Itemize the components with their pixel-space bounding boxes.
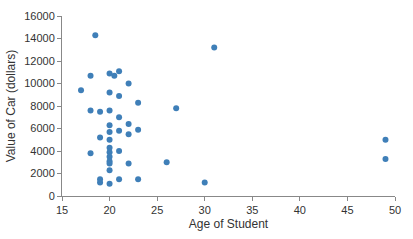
svg-text:40: 40	[294, 204, 306, 216]
svg-text:Age of Student: Age of Student	[189, 217, 269, 231]
svg-text:16000: 16000	[24, 10, 55, 22]
svg-text:6000: 6000	[30, 122, 54, 134]
svg-text:Value of Car (dollars): Value of Car (dollars)	[4, 50, 18, 163]
svg-text:2000: 2000	[30, 167, 54, 179]
svg-text:20: 20	[103, 204, 115, 216]
svg-text:50: 50	[389, 204, 401, 216]
svg-text:45: 45	[341, 204, 353, 216]
svg-text:15: 15	[56, 204, 68, 216]
svg-text:14000: 14000	[24, 32, 55, 44]
svg-text:8000: 8000	[30, 100, 54, 112]
svg-text:0: 0	[49, 190, 55, 202]
svg-text:25: 25	[151, 204, 163, 216]
svg-text:35: 35	[246, 204, 258, 216]
svg-text:12000: 12000	[24, 55, 55, 67]
svg-text:4000: 4000	[30, 145, 54, 157]
svg-text:10000: 10000	[24, 77, 55, 89]
svg-text:30: 30	[199, 204, 211, 216]
